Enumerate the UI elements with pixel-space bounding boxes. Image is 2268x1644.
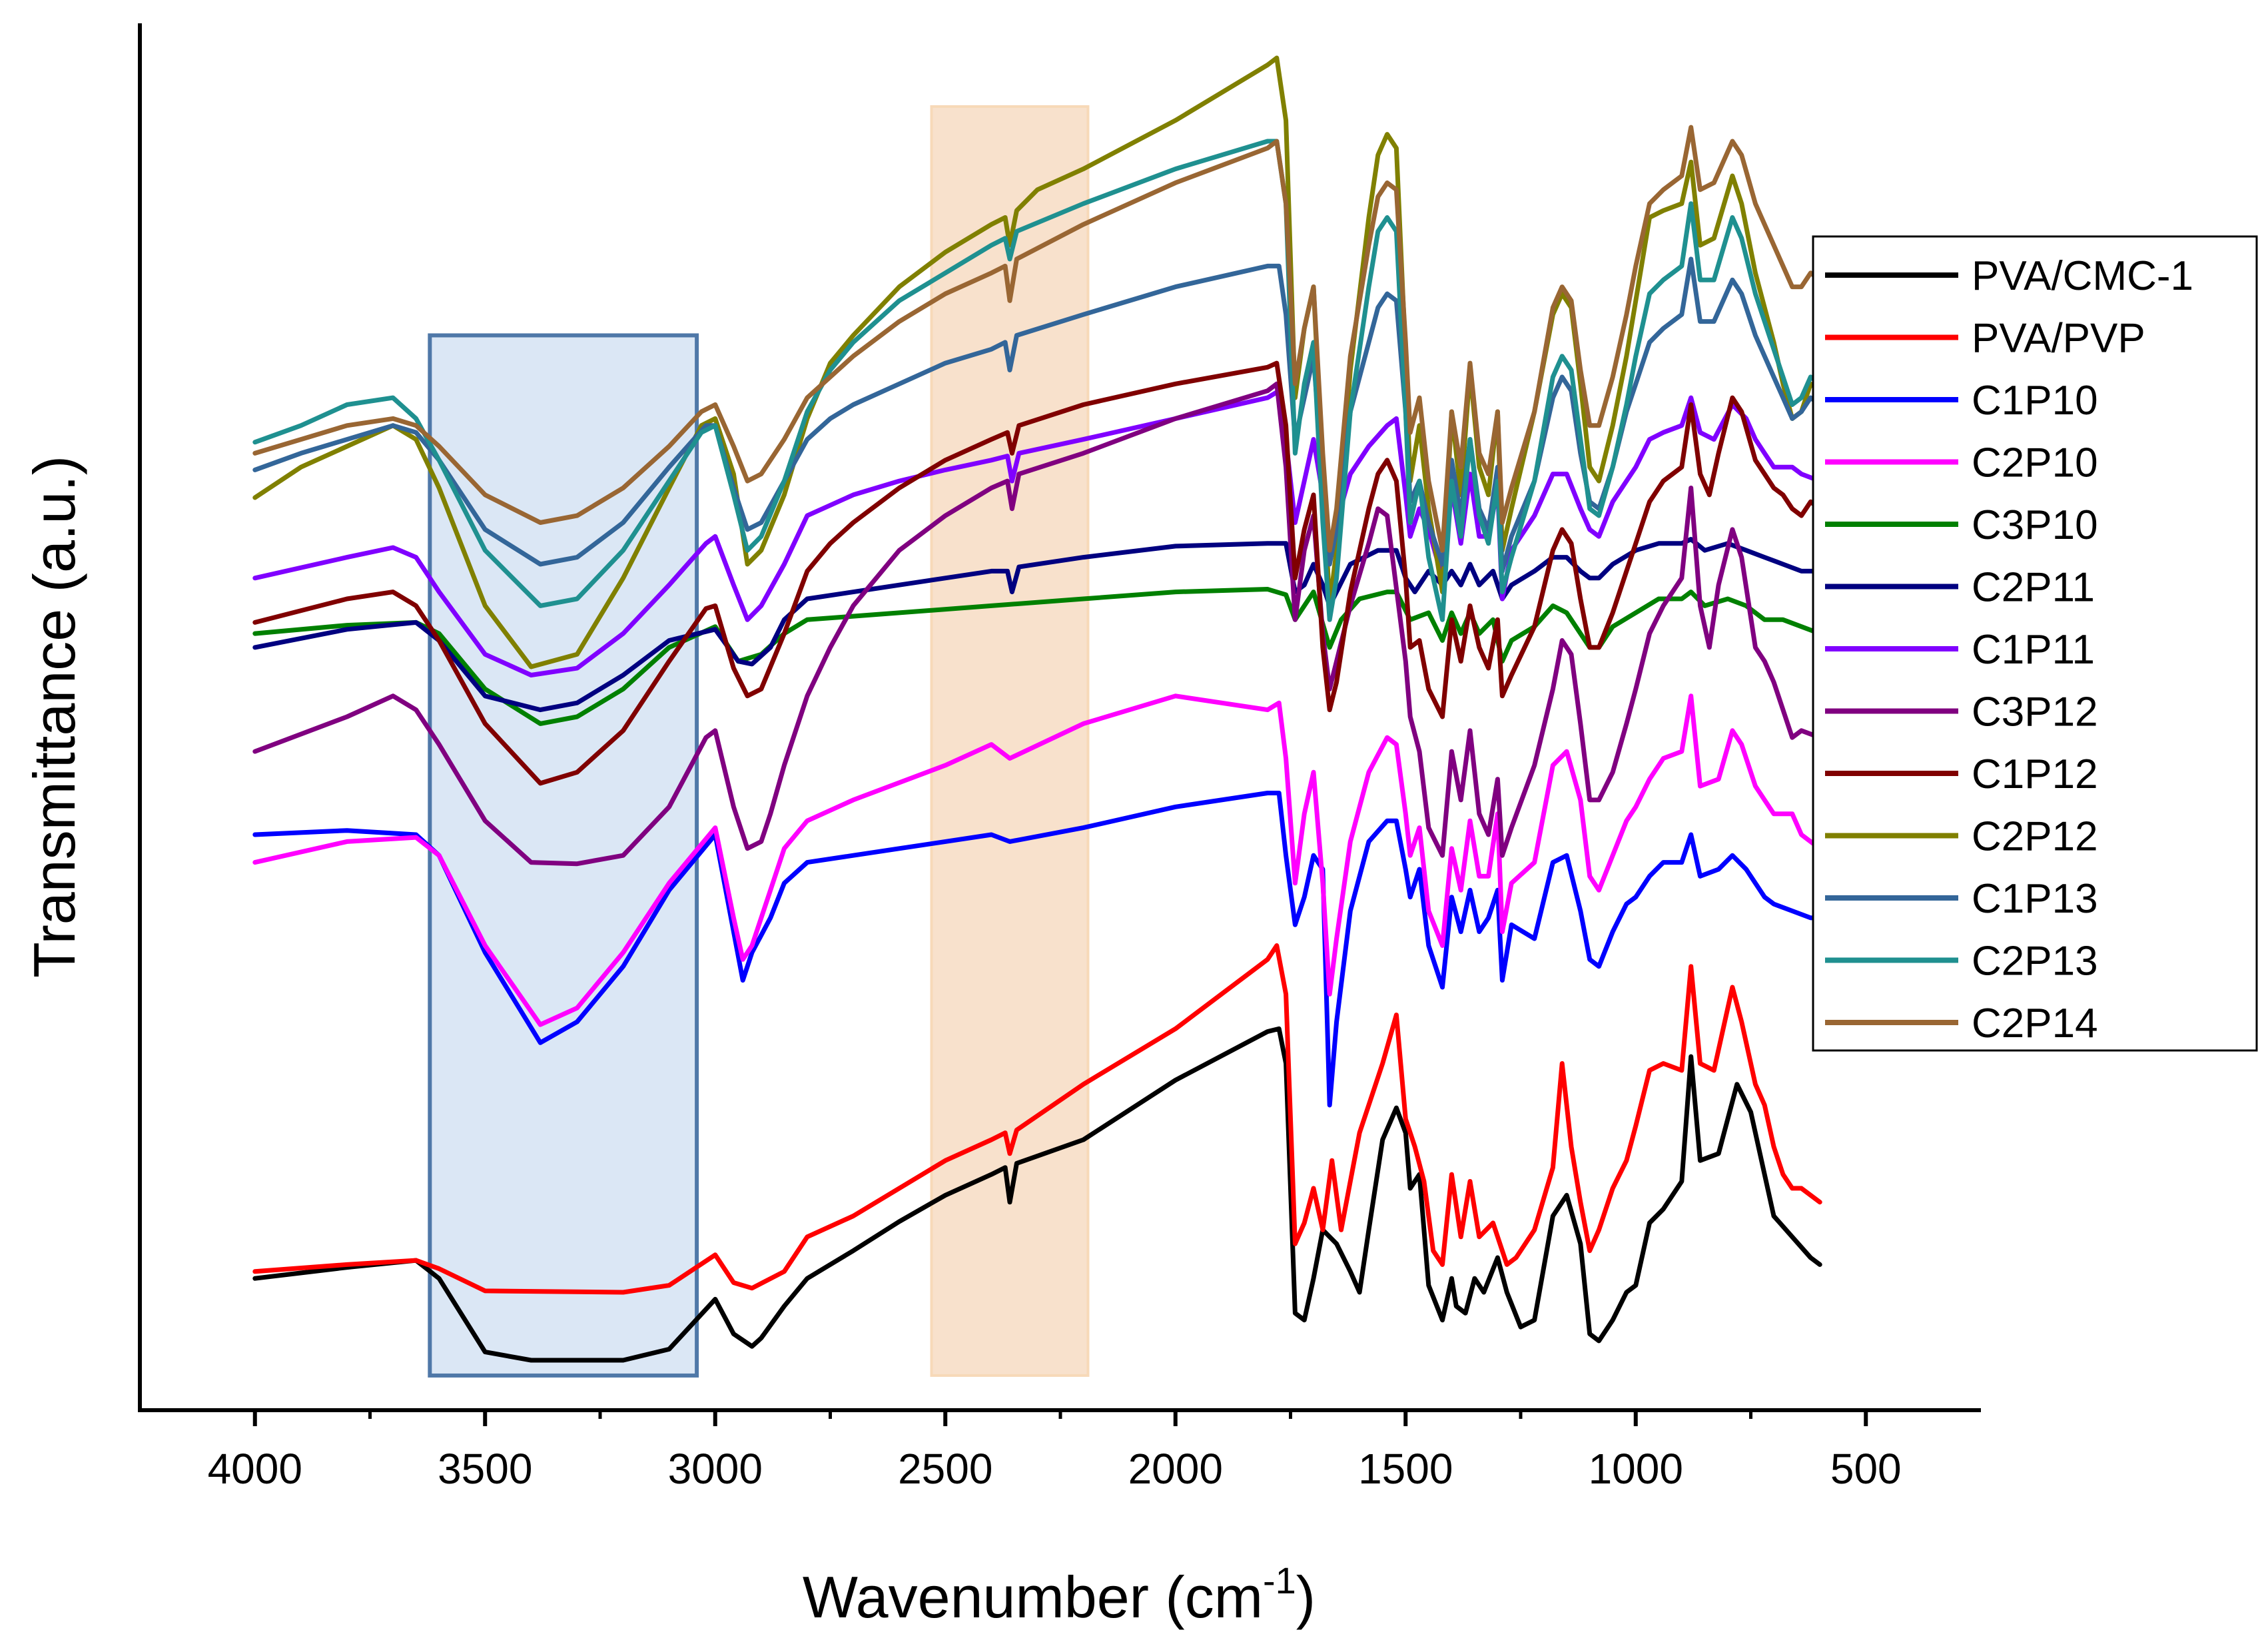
legend-label: C2P10 bbox=[1972, 440, 2098, 486]
legend-label: C2P12 bbox=[1972, 814, 2098, 860]
x-axis-title: Wavenumber (cm-1) bbox=[803, 1559, 1316, 1630]
x-tick-label: 2000 bbox=[1128, 1445, 1223, 1493]
series-line-c3p12 bbox=[252, 381, 1822, 867]
x-tick-label: 1500 bbox=[1358, 1445, 1453, 1493]
y-axis-title: Transmittance (a.u.) bbox=[21, 456, 87, 978]
series-lines bbox=[252, 55, 1822, 1363]
x-tick-label: 4000 bbox=[208, 1445, 302, 1493]
series-line-c1p13 bbox=[252, 256, 1822, 574]
legend-label: C1P12 bbox=[1972, 751, 2098, 797]
series-line-c2p10 bbox=[252, 693, 1822, 1027]
legend-label: C2P13 bbox=[1972, 939, 2098, 985]
legend-label: C1P10 bbox=[1972, 378, 2098, 424]
series-line-c2p13 bbox=[252, 139, 1822, 622]
x-tick-label: 2500 bbox=[898, 1445, 992, 1493]
x-ticks: 4000 3500 3000 2500 2000 1500 1000 500 bbox=[208, 1410, 1902, 1493]
highlight-region-2 bbox=[930, 105, 1090, 1377]
legend-label: PVA/CMC-1 bbox=[1972, 253, 2193, 299]
series-line-c1p11 bbox=[252, 388, 1822, 677]
legend-box bbox=[1812, 235, 2258, 1052]
x-tick-label: 3500 bbox=[438, 1445, 532, 1493]
series-line-c1p12 bbox=[252, 360, 1822, 786]
x-tick-label: 1000 bbox=[1589, 1445, 1683, 1493]
legend-label: C2P14 bbox=[1972, 1001, 2098, 1046]
series-line-pva-cmc-1 bbox=[252, 1026, 1822, 1363]
legend-label: PVA/PVP bbox=[1972, 316, 2145, 362]
legend-label: C2P11 bbox=[1972, 565, 2095, 611]
series-line-c2p14 bbox=[252, 125, 1822, 553]
legend-label: C1P11 bbox=[1972, 627, 2095, 673]
series-line-c1p10 bbox=[252, 791, 1822, 1108]
series-line-pva-pvp bbox=[252, 943, 1822, 1295]
legend: PVA/CMC-1 PVA/PVP C1P10 C2P10 C3P10 C2P11 C1P1… bbox=[1812, 235, 2258, 1052]
highlight-regions bbox=[428, 105, 1090, 1378]
x-tick-label: 500 bbox=[1830, 1445, 1902, 1493]
legend-label: C3P12 bbox=[1972, 689, 2098, 735]
x-tick-label: 3000 bbox=[668, 1445, 763, 1493]
legend-label: C3P10 bbox=[1972, 502, 2098, 548]
highlight-region-1 bbox=[428, 333, 699, 1378]
legend-label: C1P13 bbox=[1972, 876, 2098, 922]
